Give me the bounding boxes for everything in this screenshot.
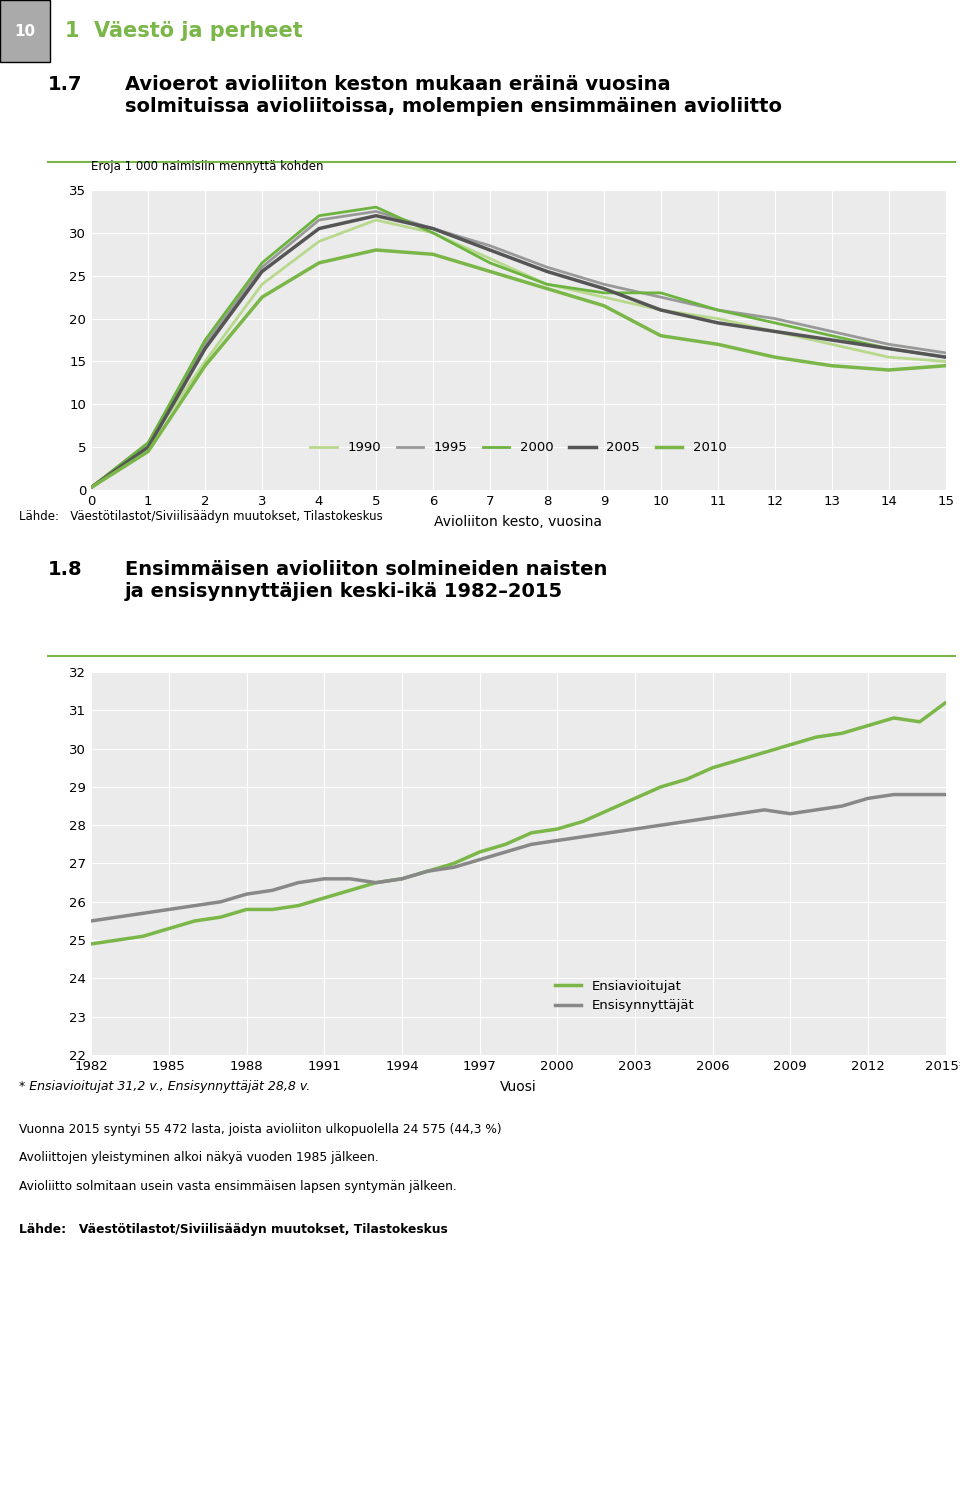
Text: Eroja 1 000 naimisiin mennyttä kohden: Eroja 1 000 naimisiin mennyttä kohden: [91, 161, 324, 172]
Text: Avioerot avioliiton keston mukaan eräinä vuosina
solmituissa avioliitoissa, mole: Avioerot avioliiton keston mukaan eräinä…: [125, 74, 781, 116]
Text: Ensimmäisen avioliiton solmineiden naisten
ja ensisynnyttäjien keski-ikä 1982–20: Ensimmäisen avioliiton solmineiden naist…: [125, 561, 607, 601]
Text: Avoliittojen yleistyminen alkoi näkyä vuoden 1985 jälkeen.: Avoliittojen yleistyminen alkoi näkyä vu…: [19, 1151, 379, 1164]
Text: 1  Väestö ja perheet: 1 Väestö ja perheet: [65, 21, 303, 42]
X-axis label: Vuosi: Vuosi: [500, 1080, 537, 1094]
Text: 1.7: 1.7: [48, 74, 83, 94]
Text: 1.8: 1.8: [48, 561, 83, 578]
Text: Lähde:   Väestötilastot/Siviilisäädyn muutokset, Tilastokeskus: Lähde: Väestötilastot/Siviilisäädyn muut…: [19, 510, 383, 523]
Text: Lähde:   Väestötilastot/Siviilisäädyn muutokset, Tilastokeskus: Lähde: Väestötilastot/Siviilisäädyn muut…: [19, 1222, 448, 1236]
Text: 10: 10: [14, 24, 36, 39]
Text: * Ensiavioitujat 31,2 v., Ensisynnyttäjät 28,8 v.: * Ensiavioitujat 31,2 v., Ensisynnyttäjä…: [19, 1080, 310, 1093]
Legend: 1990, 1995, 2000, 2005, 2010: 1990, 1995, 2000, 2005, 2010: [305, 436, 732, 459]
X-axis label: Avioliiton kesto, vuosina: Avioliiton kesto, vuosina: [434, 515, 603, 529]
Legend: Ensiavioitujat, Ensisynnyttäjät: Ensiavioitujat, Ensisynnyttäjät: [549, 974, 700, 1017]
Text: Avioliitto solmitaan usein vasta ensimmäisen lapsen syntymän jälkeen.: Avioliitto solmitaan usein vasta ensimmä…: [19, 1179, 457, 1193]
Text: Vuonna 2015 syntyi 55 472 lasta, joista avioliiton ulkopuolella 24 575 (44,3 %): Vuonna 2015 syntyi 55 472 lasta, joista …: [19, 1123, 502, 1136]
